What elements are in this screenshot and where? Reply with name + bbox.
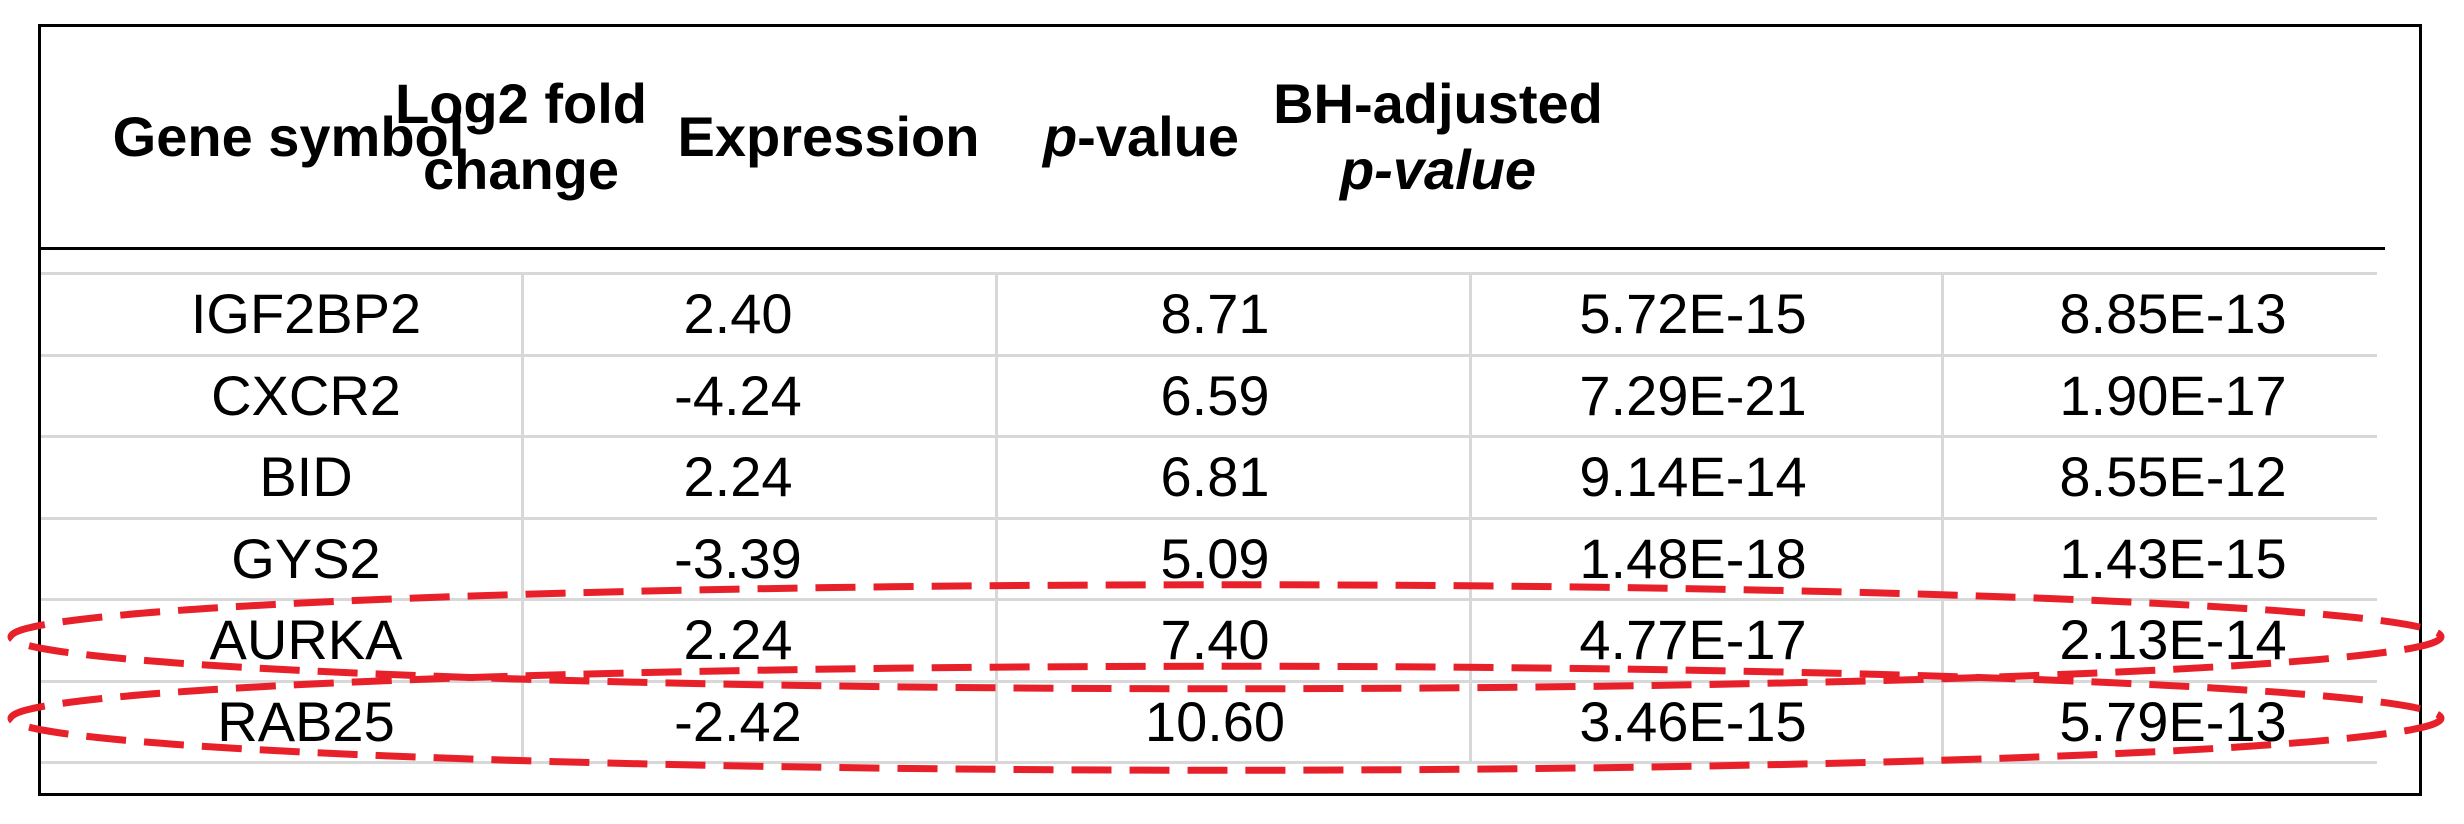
header-p-value: p-value	[976, 27, 1306, 247]
table-cell: 2.24	[683, 608, 793, 671]
table-cell: IGF2BP2	[190, 282, 422, 345]
table-cell: 2.13E-14	[2059, 608, 2287, 671]
gene-table: Gene symbol Log2 fold change Expression …	[38, 24, 2422, 796]
table-row: CXCR2 -4.24 6.59 7.29E-21 1.90E-17	[41, 355, 2377, 436]
header-gene-symbol-text: Gene symbol	[112, 105, 465, 168]
row-gridline	[41, 679, 2377, 683]
row-gridline	[41, 272, 2377, 275]
table-cell: 3.46E-15	[1579, 689, 1807, 753]
table-cell: CXCR2	[211, 363, 401, 427]
column-gridline	[995, 272, 998, 763]
table-cell: 1.90E-17	[2059, 363, 2287, 427]
table-cell: -2.42	[674, 689, 802, 753]
table-cell: 4.77E-17	[1579, 608, 1807, 671]
header-p-suffix: -value	[1077, 105, 1240, 168]
table-cell: 2.24	[683, 445, 793, 508]
header-bh-adjusted: BH-adjusted p-value	[1273, 27, 1603, 247]
header-bh-line1: BH-adjusted	[1273, 72, 1603, 135]
table-cell: 7.29E-21	[1579, 363, 1807, 427]
header-p-italic: p	[1042, 105, 1078, 168]
table-cell: -4.24	[674, 363, 802, 427]
header-gene-symbol: Gene symbol	[41, 27, 536, 247]
row-gridline	[41, 435, 2377, 438]
table-cell: 5.72E-15	[1579, 282, 1807, 345]
table-cell: 6.81	[1160, 445, 1270, 508]
table-cell: 7.40	[1160, 608, 1270, 671]
header-log2-line2: change	[422, 138, 620, 201]
table-cell: RAB25	[217, 689, 395, 753]
row-gridline	[41, 761, 2377, 764]
column-gridline	[1469, 272, 1472, 763]
table-cell: 8.85E-13	[2059, 282, 2287, 345]
row-gridline	[41, 598, 2377, 601]
table-row: AURKA 2.24 7.40 4.77E-17 2.13E-14	[41, 599, 2377, 680]
header-bh-line2: p-value	[1339, 138, 1537, 201]
table-cell: AURKA	[209, 608, 403, 671]
header-log2-fold-change: Log2 fold change	[361, 27, 681, 247]
table-row: GYS2 -3.39 5.09 1.48E-18 1.43E-15	[41, 518, 2377, 599]
table-cell: GYS2	[231, 526, 381, 590]
table-cell: -3.39	[674, 526, 802, 590]
table-cell: 1.48E-18	[1579, 526, 1807, 590]
table-cell: 2.40	[683, 282, 793, 345]
table-row: BID 2.24 6.81 9.14E-14 8.55E-12	[41, 436, 2377, 517]
table-cell: 8.55E-12	[2059, 445, 2287, 508]
table-cell: 6.59	[1160, 363, 1270, 427]
column-gridline	[521, 272, 524, 763]
table-row: RAB25 -2.42 10.60 3.46E-15 5.79E-13	[41, 681, 2377, 762]
table-cell: BID	[259, 445, 353, 508]
table-row: IGF2BP2 2.40 8.71 5.72E-15 8.85E-13	[41, 273, 2377, 354]
header-expression: Expression	[666, 27, 991, 247]
table-cell: 8.71	[1160, 282, 1270, 345]
row-gridline	[41, 516, 2377, 520]
column-gridline	[1941, 272, 1944, 763]
header-expression-text: Expression	[677, 105, 980, 168]
header-divider	[41, 247, 2385, 250]
header-log2-line1: Log2 fold	[395, 72, 647, 135]
table-cell: 5.09	[1160, 526, 1270, 590]
table-cell: 9.14E-14	[1579, 445, 1807, 508]
table-cell: 10.60	[1144, 689, 1286, 753]
header-p-value-text: p-value	[1043, 104, 1239, 170]
table-cell: 1.43E-15	[2059, 526, 2287, 590]
row-gridline	[41, 353, 2377, 357]
table-cell: 5.79E-13	[2059, 689, 2287, 753]
